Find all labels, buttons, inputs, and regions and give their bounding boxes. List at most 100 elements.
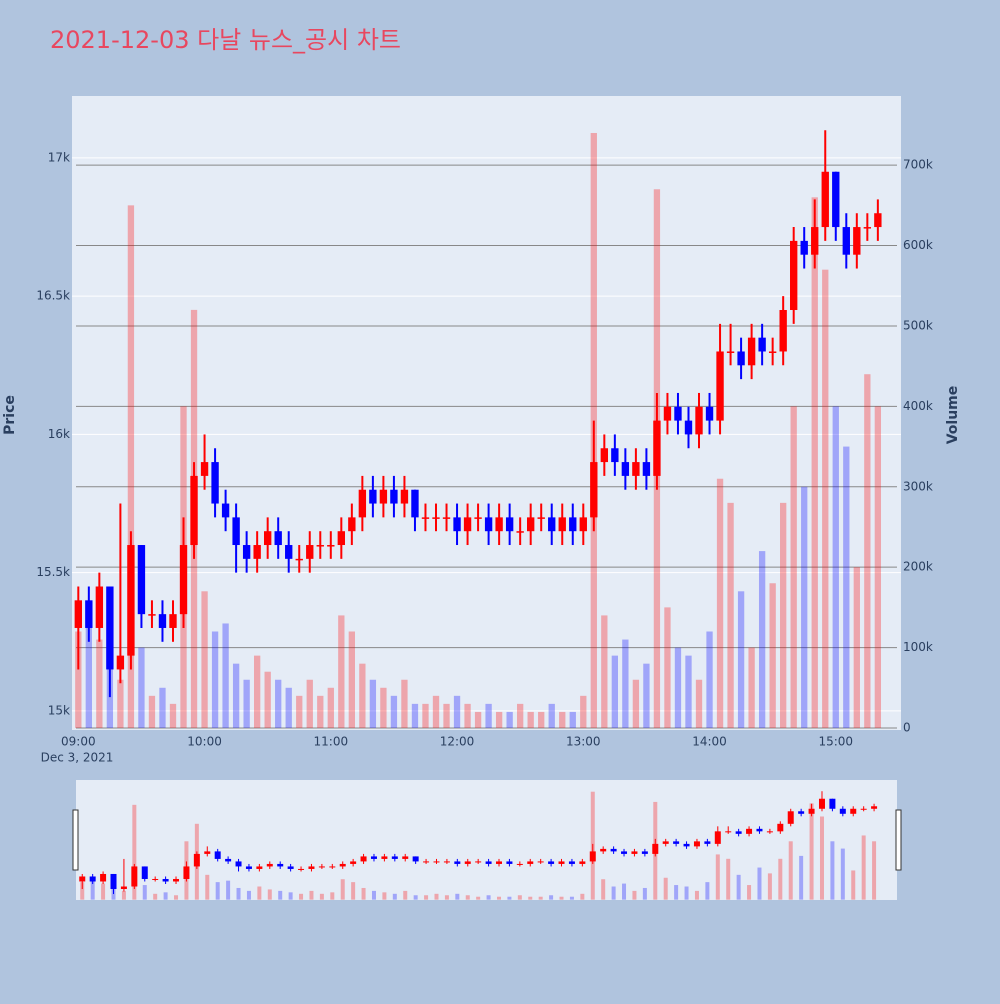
mini-volume-bar xyxy=(236,887,241,900)
mini-candle-body xyxy=(423,861,430,863)
volume-bar xyxy=(769,583,776,728)
mini-candle-body xyxy=(568,861,575,864)
candle-body xyxy=(695,406,703,435)
mini-candle-body xyxy=(287,866,294,869)
mini-candle-body xyxy=(339,863,346,867)
volume-bar xyxy=(211,631,219,728)
mini-candle-body xyxy=(131,866,138,887)
y-tick-label: 16.5k xyxy=(36,289,70,303)
mini-volume-bar xyxy=(497,896,502,900)
mini-candle-body xyxy=(454,861,461,864)
volume-bar xyxy=(453,695,461,728)
volume-bar xyxy=(674,647,682,728)
mini-candle-body xyxy=(433,861,440,863)
mini-volume-bar xyxy=(757,867,762,900)
mini-candle-body xyxy=(871,806,878,809)
candle-body xyxy=(737,351,745,366)
mini-volume-bar xyxy=(330,892,335,900)
mini-volume-bar xyxy=(163,892,168,900)
y2-tick-label: 700k xyxy=(903,158,933,172)
candle-body xyxy=(337,531,346,546)
mini-candle-body xyxy=(402,856,409,859)
mini-volume-bar xyxy=(601,879,606,900)
mini-volume-bar xyxy=(632,890,637,900)
y2-tick-label: 100k xyxy=(903,640,933,654)
mini-candle-body xyxy=(318,866,325,868)
volume-bar xyxy=(222,623,229,728)
mini-candle-body xyxy=(704,841,711,844)
candle-body xyxy=(832,171,840,228)
mini-candle-body xyxy=(308,866,315,869)
volume-bar xyxy=(874,406,882,728)
volume-bar xyxy=(411,703,419,728)
volume-bar xyxy=(527,711,534,728)
mini-volume-bar xyxy=(705,882,710,900)
volume-bar xyxy=(685,655,692,728)
mini-candle-body xyxy=(183,866,190,879)
candle-body xyxy=(421,517,430,519)
y-tick-label: 15.5k xyxy=(36,565,70,579)
mini-volume-bar xyxy=(622,883,627,900)
candle-body xyxy=(463,517,472,532)
volume-bar xyxy=(506,711,513,728)
mini-volume-bar xyxy=(392,893,397,900)
candle-body xyxy=(285,545,293,559)
candle-body xyxy=(158,614,167,628)
candle-body xyxy=(716,351,724,421)
candle-body xyxy=(148,614,156,616)
volume-bar xyxy=(580,695,587,728)
mini-volume-bar xyxy=(257,886,262,900)
mini-candle-body xyxy=(527,861,534,864)
y2-tick-label: 600k xyxy=(903,238,933,252)
candle-body xyxy=(348,517,356,532)
mini-candle-body xyxy=(610,848,617,852)
range-handle-right[interactable] xyxy=(895,809,902,871)
mini-volume-bar xyxy=(101,883,106,900)
range-handle-left[interactable] xyxy=(72,809,79,871)
candle-body xyxy=(516,531,524,533)
mini-volume-bar xyxy=(684,886,689,900)
range-slider[interactable] xyxy=(76,780,897,900)
mini-volume-bar xyxy=(830,841,835,900)
mini-candle-body xyxy=(725,831,732,833)
volume-bar xyxy=(317,695,324,728)
candle-body xyxy=(800,240,808,255)
volume-bar xyxy=(780,502,787,728)
x-tick-label: 14:00 xyxy=(692,735,727,749)
mini-candle-body xyxy=(860,808,867,810)
mini-volume-bar xyxy=(278,890,283,900)
y-tick-label: 16k xyxy=(48,427,70,441)
volume-bar xyxy=(254,655,261,728)
candle-body xyxy=(137,545,146,615)
mini-volume-bar xyxy=(215,882,220,900)
candle-body xyxy=(274,531,282,546)
mini-volume-bar xyxy=(361,887,366,900)
volume-bar xyxy=(632,679,640,728)
candle-body xyxy=(179,545,188,615)
volume-bar xyxy=(737,591,745,728)
mini-volume-bar xyxy=(799,855,804,900)
mini-volume-bar xyxy=(371,890,376,900)
mini-volume-bar xyxy=(299,893,304,900)
candle-body xyxy=(390,489,398,504)
mini-volume-bar xyxy=(476,896,481,900)
mini-volume-bar xyxy=(424,895,429,900)
mini-candle-body xyxy=(746,828,753,834)
candle-body xyxy=(169,614,177,628)
candle-body xyxy=(200,462,209,476)
mini-candle-body xyxy=(173,878,180,882)
volume-bar xyxy=(401,679,408,728)
candle-body xyxy=(369,489,377,504)
mini-candle-body xyxy=(475,861,482,863)
volume-bar xyxy=(474,711,482,728)
candle-body xyxy=(474,517,482,519)
mini-volume-bar xyxy=(507,896,512,900)
candle-body xyxy=(653,420,661,476)
mini-volume-bar xyxy=(403,890,408,900)
mini-volume-bar xyxy=(549,895,554,900)
mini-volume-bar xyxy=(736,874,741,900)
candle-body xyxy=(442,517,451,519)
mini-candle-body xyxy=(683,843,690,847)
mini-candle-body xyxy=(589,851,596,862)
candle-body xyxy=(306,545,314,559)
